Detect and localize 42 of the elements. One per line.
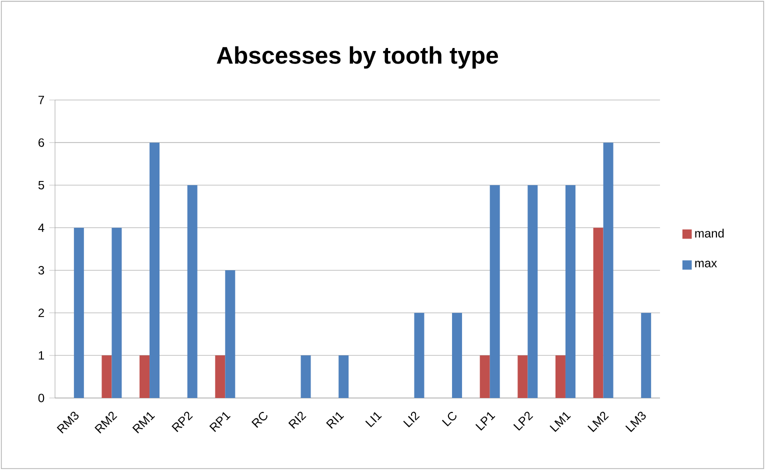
- bar: [140, 355, 150, 398]
- legend-label: max: [695, 260, 717, 268]
- y-tick-label: 1: [38, 351, 44, 360]
- bar: [414, 312, 424, 398]
- bar: [338, 355, 349, 398]
- y-tick-label: 6: [38, 138, 44, 147]
- x-tick-label: LP2: [513, 412, 534, 431]
- y-tick-label: 4: [38, 224, 44, 232]
- legend-label: mand: [695, 228, 724, 238]
- x-tick-label: RI1: [326, 412, 344, 429]
- bar: [225, 270, 236, 398]
- y-tick-label: 2: [38, 308, 44, 318]
- bar: [112, 228, 122, 398]
- bar: [528, 185, 538, 398]
- x-tick-label: LP1: [475, 412, 496, 431]
- bar: [102, 355, 112, 398]
- x-tick-label: LM1: [550, 412, 571, 432]
- bar: [593, 228, 604, 398]
- bar: [480, 355, 490, 398]
- x-tick-label: RP1: [209, 412, 231, 432]
- bar: [300, 355, 311, 398]
- bar: [603, 142, 614, 398]
- y-tick-label: 3: [38, 266, 44, 275]
- y-tick-label: 7: [38, 96, 44, 104]
- chart-title: Abscesses by tooth type: [216, 46, 498, 69]
- x-tick-label: LI1: [365, 412, 382, 428]
- bar: [74, 228, 84, 398]
- x-tick-label: RI2: [288, 412, 306, 429]
- y-tick-label: 5: [38, 180, 44, 190]
- bar: [565, 185, 576, 398]
- bar: [555, 355, 566, 398]
- bar: [490, 185, 500, 398]
- x-tick-label: LI2: [403, 412, 420, 428]
- x-tick-label: RC: [251, 412, 268, 428]
- bar: [641, 312, 652, 398]
- y-tick-label: 0: [38, 394, 44, 402]
- bar: [518, 355, 528, 398]
- bar: [187, 185, 198, 398]
- bar: [150, 142, 160, 398]
- bar: [215, 355, 226, 398]
- bar: [452, 312, 462, 398]
- x-tick-label: LC: [442, 412, 456, 426]
